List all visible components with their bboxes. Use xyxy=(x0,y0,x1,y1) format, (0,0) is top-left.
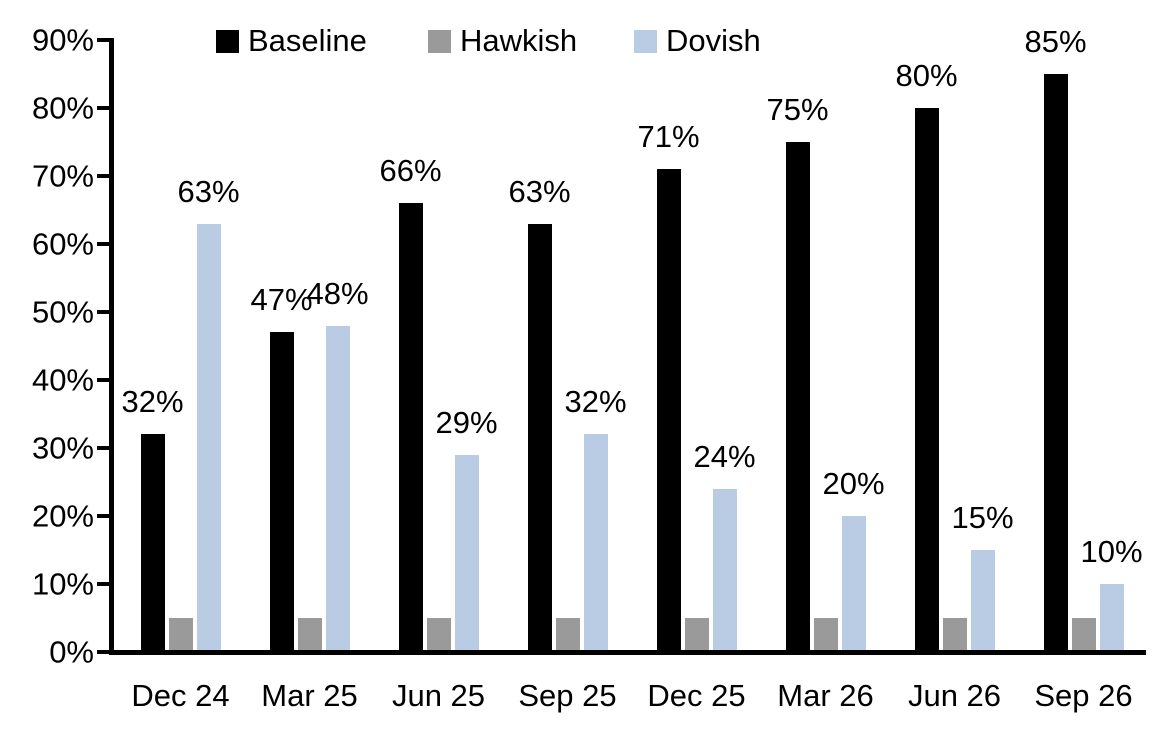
bar-value-label-dovish-jun-26: 15% xyxy=(951,500,1014,535)
y-axis-tick xyxy=(97,378,109,382)
y-tick-label: 60% xyxy=(31,226,94,262)
y-axis-line xyxy=(109,38,114,655)
bar-baseline-jun-26 xyxy=(914,108,939,652)
bar-value-label-baseline-sep-25: 63% xyxy=(508,173,571,209)
y-tick-label: 80% xyxy=(31,90,94,126)
y-tick-label: 90% xyxy=(31,22,94,58)
y-tick-label: 70% xyxy=(31,158,94,194)
bar-dovish-mar-25 xyxy=(325,325,350,652)
y-tick-label: 30% xyxy=(31,430,94,466)
bar-hawkish-mar-25 xyxy=(297,618,322,652)
bar-dovish-sep-25 xyxy=(583,434,608,652)
bar-value-label-baseline-mar-25: 47% xyxy=(250,282,313,318)
bar-value-label-dovish-jun-25: 29% xyxy=(435,404,498,440)
bar-value-label-baseline-sep-26: 85% xyxy=(1024,24,1087,59)
y-axis-tick xyxy=(97,582,109,586)
legend-label-baseline: Baseline xyxy=(248,23,367,58)
y-tick-label: 0% xyxy=(49,634,94,670)
bar-value-label-dovish-dec-24: 63% xyxy=(177,173,240,209)
x-tick-label-sep-25: Sep 25 xyxy=(518,678,617,713)
bar-value-label-baseline-dec-25: 71% xyxy=(637,119,700,155)
y-axis-tick xyxy=(97,106,109,110)
y-axis-tick xyxy=(97,446,109,450)
legend-item-baseline: Baseline xyxy=(216,24,367,58)
bar-baseline-mar-25 xyxy=(269,332,294,652)
bar-baseline-jun-25 xyxy=(398,203,423,652)
bar-value-label-baseline-jun-26: 80% xyxy=(895,58,958,93)
x-tick-label-dec-25: Dec 25 xyxy=(647,678,746,713)
bar-dovish-mar-26 xyxy=(841,516,866,652)
y-axis-tick xyxy=(97,514,109,518)
x-tick-label-mar-26: Mar 26 xyxy=(777,678,874,713)
bar-baseline-sep-25 xyxy=(527,223,552,652)
x-tick-label-jun-25: Jun 25 xyxy=(391,678,486,713)
hawkish-legend-swatch-icon xyxy=(428,29,451,53)
bar-value-label-baseline-dec-24: 32% xyxy=(121,384,184,420)
legend-item-hawkish: Hawkish xyxy=(428,24,577,58)
bar-hawkish-jun-26 xyxy=(942,618,967,652)
y-axis-tick xyxy=(97,650,109,654)
legend-label-hawkish: Hawkish xyxy=(460,23,578,58)
bar-dovish-jun-26 xyxy=(970,550,995,652)
bar-hawkish-dec-25 xyxy=(684,618,709,652)
baseline-legend-swatch-icon xyxy=(216,29,239,53)
bar-baseline-dec-25 xyxy=(656,169,681,652)
y-tick-label: 50% xyxy=(31,294,94,330)
y-axis-tick xyxy=(97,174,109,178)
bar-hawkish-sep-25 xyxy=(555,618,580,652)
dovish-legend-swatch-icon xyxy=(634,29,657,53)
bar-hawkish-mar-26 xyxy=(813,618,838,652)
bar-value-label-dovish-dec-25: 24% xyxy=(693,438,756,474)
bar-value-label-dovish-sep-25: 32% xyxy=(564,384,627,420)
bar-hawkish-sep-26 xyxy=(1071,618,1096,652)
y-axis-tick xyxy=(97,38,109,42)
bar-baseline-sep-26 xyxy=(1043,74,1068,652)
x-tick-label-mar-25: Mar 25 xyxy=(261,678,358,713)
y-tick-label: 20% xyxy=(31,498,94,534)
bar-value-label-dovish-sep-26: 10% xyxy=(1080,534,1143,569)
x-tick-label-jun-26: Jun 26 xyxy=(907,678,1002,713)
bar-baseline-dec-24 xyxy=(140,434,165,652)
bar-baseline-mar-26 xyxy=(785,142,810,652)
legend-item-dovish: Dovish xyxy=(634,24,761,58)
bar-value-label-baseline-mar-26: 75% xyxy=(766,92,829,127)
y-axis-tick xyxy=(97,242,109,246)
bar-value-label-baseline-jun-25: 66% xyxy=(379,153,442,189)
y-tick-label: 10% xyxy=(31,566,94,602)
y-tick-label: 40% xyxy=(31,362,94,398)
bar-dovish-dec-25 xyxy=(712,488,737,652)
x-axis-line xyxy=(109,650,1146,655)
x-tick-label-sep-26: Sep 26 xyxy=(1034,678,1133,713)
legend-label-dovish: Dovish xyxy=(666,23,761,58)
bar-hawkish-jun-25 xyxy=(426,618,451,652)
bar-dovish-dec-24 xyxy=(196,223,221,652)
bar-value-label-dovish-mar-25: 48% xyxy=(306,275,369,311)
bar-hawkish-dec-24 xyxy=(168,618,193,652)
bar-dovish-jun-25 xyxy=(454,454,479,652)
bar-value-label-dovish-mar-26: 20% xyxy=(822,466,885,501)
x-tick-label-dec-24: Dec 24 xyxy=(131,678,230,713)
y-axis-tick xyxy=(97,310,109,314)
bar-dovish-sep-26 xyxy=(1099,584,1124,652)
